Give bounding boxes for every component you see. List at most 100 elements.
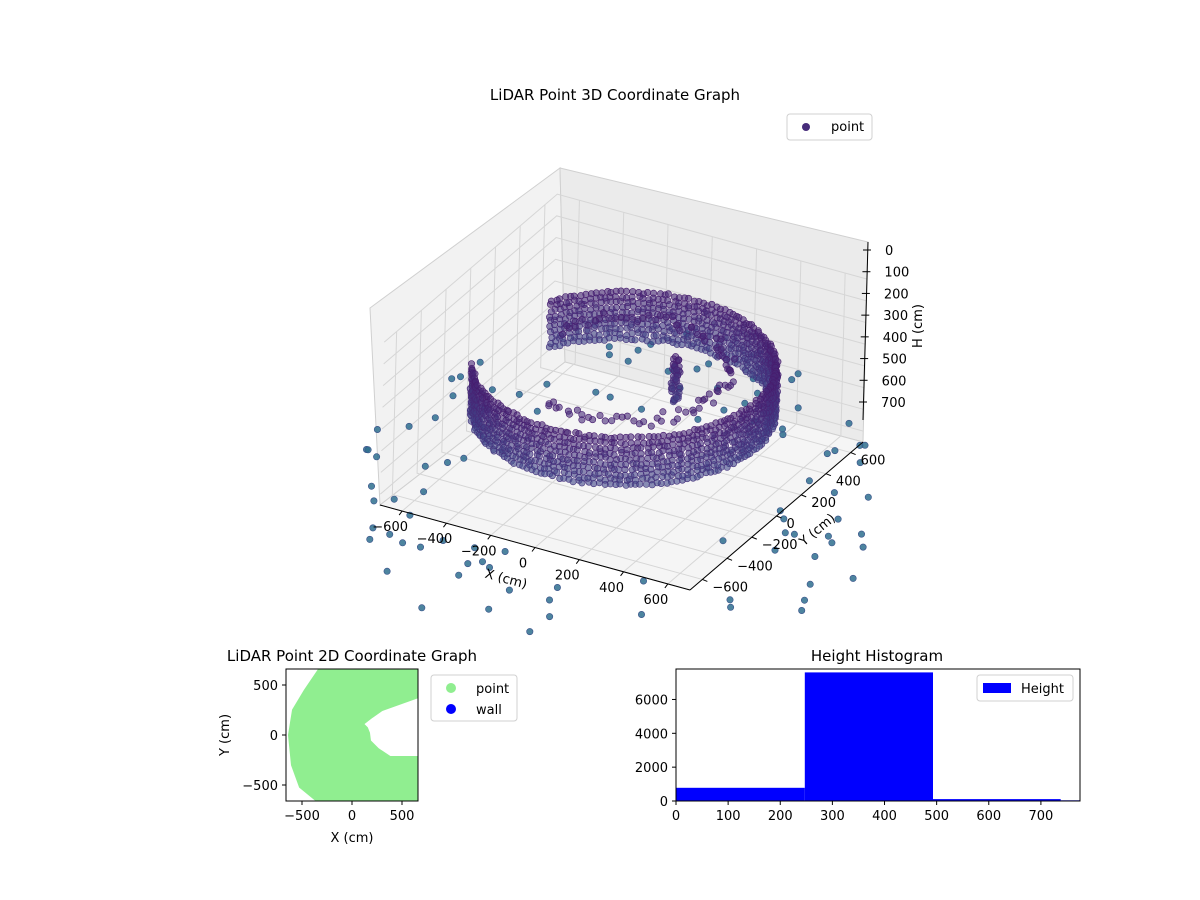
point-marker <box>421 462 429 470</box>
point-marker <box>857 530 865 538</box>
point-marker <box>553 583 561 591</box>
point-marker <box>709 432 717 440</box>
point-marker <box>545 596 553 604</box>
point-marker <box>553 468 561 476</box>
point-marker <box>562 299 570 307</box>
point-marker <box>464 560 472 568</box>
y-tick-label: 2000 <box>635 761 668 776</box>
point-marker <box>633 317 641 325</box>
point-marker <box>644 454 652 462</box>
x-tick <box>664 583 669 589</box>
point-marker <box>460 454 468 462</box>
point-marker <box>605 351 613 359</box>
point-marker <box>634 299 642 307</box>
point-marker <box>485 605 493 613</box>
point-marker <box>471 544 479 552</box>
point-marker <box>682 408 690 416</box>
point-marker <box>366 535 374 543</box>
point-marker <box>443 458 451 466</box>
point-marker <box>693 456 701 464</box>
chart-3d-legend: point <box>786 113 873 141</box>
point-marker <box>405 422 413 430</box>
point-marker <box>635 420 643 428</box>
chart-3d: LiDAR Point 3D Coordinate Graph −600 −400… <box>362 86 926 636</box>
point-marker <box>617 460 625 468</box>
x-tick <box>398 510 403 516</box>
z-tick-label: 700 <box>881 396 906 411</box>
point-marker <box>663 473 671 481</box>
point-marker <box>399 539 407 547</box>
x-tick-label: 0 <box>672 809 680 824</box>
chart-3d-legend-marker <box>802 123 810 131</box>
point-marker <box>526 450 534 458</box>
x-tick-label: 0 <box>519 557 527 572</box>
point-marker <box>849 574 857 582</box>
chart-histogram: Height Histogram 0 100 200 300 400 500 600 7000… <box>635 647 1081 824</box>
point-marker <box>543 380 551 388</box>
chart-2d-legend: point wall <box>430 674 518 722</box>
grid-line-z <box>383 215 867 365</box>
y-tick-label: 0 <box>787 517 795 532</box>
point-marker <box>559 330 567 338</box>
grid-line-z <box>382 258 866 408</box>
point-marker <box>573 406 581 414</box>
point-marker <box>794 370 802 378</box>
point-marker <box>367 482 375 490</box>
point-marker <box>584 321 592 329</box>
histogram-title: Height Histogram <box>811 647 943 665</box>
point-marker <box>805 477 813 485</box>
point-marker <box>693 365 701 373</box>
point-marker <box>581 296 589 304</box>
point-marker <box>628 313 636 321</box>
point-marker <box>527 419 535 427</box>
point-marker <box>684 434 692 442</box>
point-marker <box>578 315 586 323</box>
histogram-legend-label: Height <box>1021 682 1064 697</box>
point-marker <box>664 290 672 298</box>
point-marker <box>678 341 686 349</box>
grid-line-x <box>401 200 580 512</box>
point-marker <box>845 419 853 427</box>
point-marker <box>478 558 486 566</box>
chart-2d-ticks: −500 0 500 −500 0 500 <box>242 679 414 824</box>
point-marker <box>485 563 493 571</box>
point-marker <box>776 507 784 515</box>
point-marker <box>856 459 864 467</box>
point-marker <box>668 384 676 392</box>
z-tick-label: 0 <box>885 244 893 259</box>
point-marker <box>729 438 737 446</box>
point-marker <box>861 441 869 449</box>
point-marker <box>830 489 838 497</box>
point-marker <box>639 474 647 482</box>
point-marker <box>653 414 661 422</box>
chart-3d-z-label: H (cm) <box>911 304 926 348</box>
point-marker <box>455 571 463 579</box>
chart-3d-ticks: −600−400−2000200400600−600−400−200020040… <box>372 244 909 608</box>
point-marker <box>610 451 618 459</box>
chart-2d-point-cloud <box>288 669 418 801</box>
point-marker <box>647 422 655 430</box>
chart-2d-y-label: Y (cm) <box>218 714 233 757</box>
point-marker <box>370 497 378 505</box>
point-marker <box>595 331 603 339</box>
point-marker <box>690 448 698 456</box>
point-marker <box>553 296 561 304</box>
point-marker <box>605 314 613 322</box>
point-marker <box>584 464 592 472</box>
x-tick-label: 400 <box>599 581 624 596</box>
point-marker <box>606 324 614 332</box>
point-marker <box>694 466 702 474</box>
chart-2d-x-label: X (cm) <box>331 831 374 846</box>
point-marker <box>364 446 372 454</box>
point-marker <box>418 604 426 612</box>
point-marker <box>823 450 831 458</box>
point-marker <box>563 322 571 330</box>
point-marker <box>546 613 554 621</box>
point-marker <box>501 547 509 555</box>
point-marker <box>577 292 585 300</box>
point-marker <box>794 404 802 412</box>
chart-3d-title: LiDAR Point 3D Coordinate Graph <box>490 86 740 104</box>
point-marker <box>566 445 574 453</box>
point-marker <box>648 470 656 478</box>
